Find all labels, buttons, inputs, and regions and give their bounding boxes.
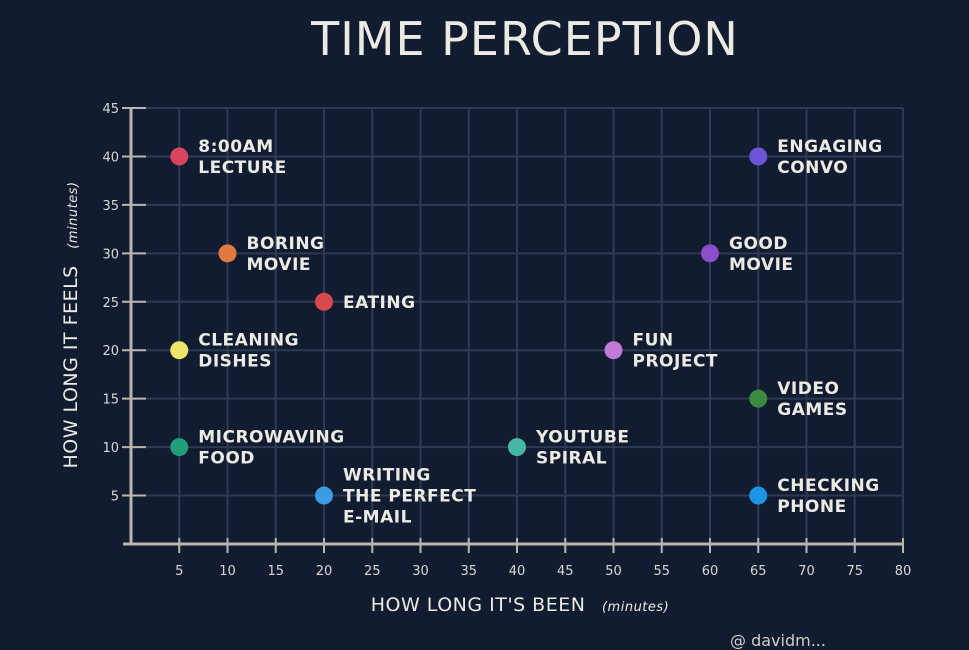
x-tick-label: 80 (895, 564, 912, 579)
data-point (749, 486, 768, 505)
data-point-label: PHONE (777, 497, 846, 517)
x-tick-label: 30 (412, 564, 429, 579)
data-point-label: CONVO (777, 158, 848, 178)
data-point-label: MICROWAVING (198, 428, 344, 448)
footer-credit: @ davidm... (730, 631, 826, 650)
y-axis-unit: (minutes) (66, 181, 81, 248)
y-axis-label-text: HOW LONG IT FEELS (60, 265, 82, 468)
data-point-label: SPIRAL (536, 449, 607, 469)
data-point (749, 147, 768, 166)
data-point (170, 147, 189, 166)
data-point-label: GOOD (729, 234, 788, 254)
data-point (315, 486, 333, 505)
data-point-label: GAMES (777, 400, 847, 420)
x-tick-label: 25 (364, 564, 381, 579)
axes (122, 107, 904, 553)
y-tick-label: 20 (102, 344, 119, 359)
x-tick-label: 55 (653, 564, 670, 579)
data-point (508, 438, 526, 457)
x-tick-label: 10 (219, 564, 236, 579)
data-points: 8:00AMLECTUREBORINGMOVIEEATINGCLEANINGDI… (170, 137, 882, 528)
x-tick-label: 35 (460, 564, 477, 579)
y-axis-label: HOW LONG IT FEELS (minutes) (60, 181, 82, 468)
y-tick-label: 30 (102, 247, 119, 262)
x-axis-label-text: HOW LONG IT'S BEEN (371, 594, 586, 616)
data-point (170, 438, 189, 457)
data-point-label: DISHES (198, 352, 272, 372)
x-axis-label: HOW LONG IT'S BEEN (minutes) (371, 594, 670, 616)
x-tick-label: 60 (702, 564, 719, 579)
x-tick-label: 20 (316, 564, 333, 579)
y-tick-label: 40 (102, 150, 119, 165)
x-tick-label: 75 (846, 564, 863, 579)
data-point (218, 244, 237, 263)
x-tick-label: 70 (798, 564, 815, 579)
data-point-label: FUN (633, 331, 674, 351)
data-point-label: E-MAIL (343, 508, 412, 528)
y-tick-label: 5 (111, 490, 119, 505)
data-point-label: CLEANING (198, 331, 299, 351)
data-point-label: LECTURE (198, 158, 287, 178)
x-tick-label: 50 (605, 564, 622, 579)
data-point-label: WRITING (343, 466, 431, 486)
data-point-label: YOUTUBE (535, 428, 629, 448)
tick-labels: 5 10 15 20 25 30 35 40 45 50 55 60 65 70 75 80 5 10 15 20 25… (102, 102, 911, 579)
y-tick-label: 25 (102, 296, 119, 311)
data-point (701, 244, 719, 263)
x-tick-label: 15 (267, 564, 284, 579)
chart-title: TIME PERCEPTION (310, 12, 739, 66)
y-tick-label: 10 (102, 441, 119, 456)
data-point-label: BORING (247, 234, 325, 254)
data-point-label: VIDEO (777, 379, 839, 399)
x-tick-label: 5 (175, 564, 183, 579)
data-point (749, 389, 768, 408)
data-point-label: THE PERFECT (343, 487, 476, 507)
data-point-label: CHECKING (777, 476, 879, 496)
data-point-label: FOOD (198, 449, 255, 469)
data-point-label: ENGAGING (777, 137, 882, 157)
data-point (315, 292, 333, 311)
data-point (170, 341, 189, 360)
y-tick-label: 35 (102, 199, 119, 214)
y-tick-label: 45 (102, 102, 119, 117)
data-point-label: MOVIE (729, 255, 794, 275)
y-tick-label: 15 (102, 393, 119, 408)
data-point (604, 341, 623, 360)
x-axis-unit: (minutes) (602, 600, 669, 615)
data-point-label: 8:00AM (198, 137, 273, 157)
data-point-label: PROJECT (633, 352, 719, 372)
data-point-label: EATING (343, 293, 416, 313)
x-tick-label: 40 (509, 564, 526, 579)
x-tick-label: 65 (750, 564, 767, 579)
data-point-label: MOVIE (247, 255, 312, 275)
x-tick-label: 45 (557, 564, 574, 579)
